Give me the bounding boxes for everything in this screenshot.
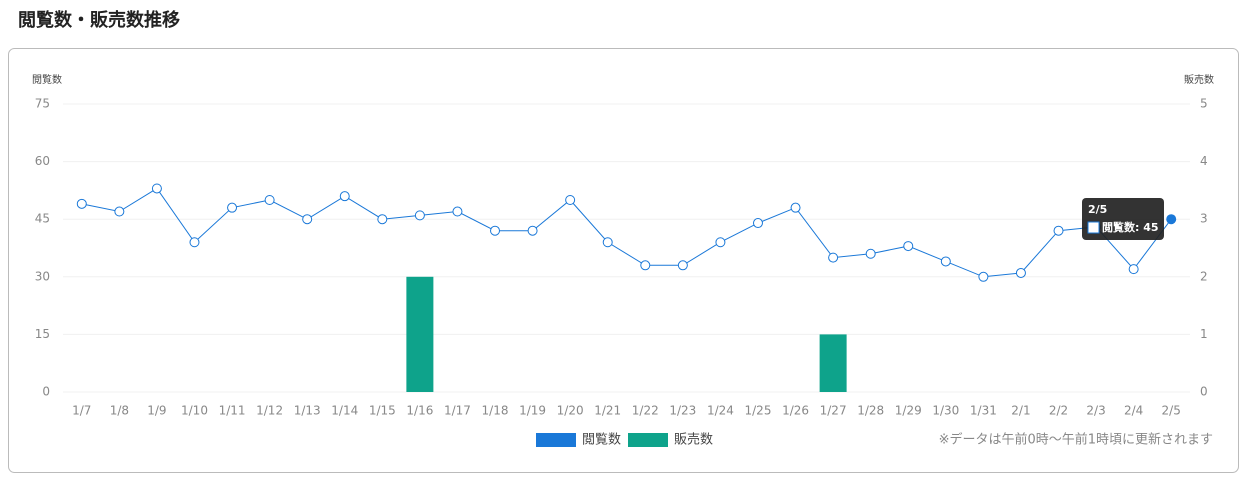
x-tick-label: 1/27 <box>820 404 847 418</box>
x-tick-label: 1/29 <box>895 404 922 418</box>
point <box>527 225 538 236</box>
legend-label: 販売数 <box>674 432 713 448</box>
point <box>414 210 425 221</box>
x-tick-label: 2/3 <box>1086 404 1105 418</box>
y-tick-label: 60 <box>35 154 50 168</box>
x-tick-label: 1/9 <box>147 404 166 418</box>
point <box>452 206 463 217</box>
x-tick-label: 1/13 <box>294 404 321 418</box>
point <box>151 183 162 194</box>
legend-swatch <box>536 433 576 447</box>
tooltip-title: 2/5 <box>1088 203 1107 216</box>
y-tick-label: 75 <box>35 97 50 111</box>
tooltip-swatch <box>1087 221 1100 234</box>
x-tick-label: 1/22 <box>632 404 659 418</box>
point <box>227 202 238 213</box>
point <box>490 225 501 236</box>
line <box>81 187 1172 278</box>
x-tick-label: 1/18 <box>482 404 509 418</box>
x-tick-label: 1/20 <box>557 404 584 418</box>
point <box>1015 267 1026 278</box>
point <box>640 260 651 271</box>
x-tick-label: 1/23 <box>669 404 696 418</box>
tooltip-box <box>1082 198 1164 240</box>
bar <box>819 334 847 392</box>
x-tick-label: 2/2 <box>1049 404 1068 418</box>
x-tick-label: 1/21 <box>594 404 621 418</box>
x-tick-label: 1/12 <box>256 404 283 418</box>
x-tick-label: 1/14 <box>331 404 358 418</box>
x-tick-label: 1/28 <box>857 404 884 418</box>
y-tick-label: 15 <box>35 327 50 341</box>
point <box>602 237 613 248</box>
x-tick-label: 1/30 <box>932 404 959 418</box>
point <box>828 252 839 263</box>
point <box>1128 264 1139 275</box>
point <box>790 202 801 213</box>
x-tick-label: 1/26 <box>782 404 809 418</box>
y2-tick-label: 1 <box>1200 327 1208 341</box>
x-tick-label: 1/17 <box>444 404 471 418</box>
point <box>114 206 125 217</box>
point <box>189 237 200 248</box>
x-tick-label: 1/31 <box>970 404 997 418</box>
y2-axis-label: 販売数 <box>1184 73 1214 86</box>
tooltip: 2/5 閲覧数: 45 <box>1082 198 1164 240</box>
card <box>8 48 1239 473</box>
y-tick-label: 0 <box>42 385 50 399</box>
point <box>339 191 350 202</box>
y2-tick-label: 5 <box>1200 97 1208 111</box>
point <box>903 241 914 252</box>
x-tick-label: 1/24 <box>707 404 734 418</box>
point <box>865 248 876 259</box>
bar <box>406 276 434 392</box>
point <box>677 260 688 271</box>
note: ※データは午前0時〜午前1時頃に更新されます <box>939 432 1213 448</box>
point <box>1053 225 1064 236</box>
point <box>940 256 951 267</box>
y2-tick-label: 3 <box>1200 212 1208 226</box>
x-tick-label: 1/8 <box>110 404 129 418</box>
legend-swatch <box>628 433 668 447</box>
x-tick-label: 2/1 <box>1011 404 1030 418</box>
y2-tick-label: 4 <box>1200 154 1208 168</box>
point <box>377 214 388 225</box>
point <box>302 214 313 225</box>
point <box>978 271 989 282</box>
x-tick-label: 1/15 <box>369 404 396 418</box>
x-tick-label: 2/4 <box>1124 404 1143 418</box>
x-tick-label: 1/7 <box>72 404 91 418</box>
point <box>715 237 726 248</box>
tooltip-text: 閲覧数: 45 <box>1102 220 1159 234</box>
y-tick-label: 30 <box>35 269 50 283</box>
x-tick-label: 1/10 <box>181 404 208 418</box>
x-tick-label: 1/16 <box>406 404 433 418</box>
point <box>76 198 87 209</box>
y2-tick-label: 0 <box>1200 385 1208 399</box>
x-tick-label: 1/11 <box>219 404 246 418</box>
legend-label: 閲覧数 <box>582 432 621 448</box>
y2-tick-label: 2 <box>1200 269 1208 283</box>
point <box>752 218 763 229</box>
point <box>1166 214 1177 225</box>
x-tick-label: 2/5 <box>1162 404 1181 418</box>
y-axis-label: 閲覧数 <box>32 73 62 86</box>
point <box>565 195 576 205</box>
x-tick-label: 1/19 <box>519 404 546 418</box>
y-tick-label: 45 <box>35 212 50 226</box>
chart-title: 閲覧数・販売数推移 <box>18 9 180 31</box>
x-tick-label: 1/25 <box>745 404 772 418</box>
point <box>264 195 275 205</box>
